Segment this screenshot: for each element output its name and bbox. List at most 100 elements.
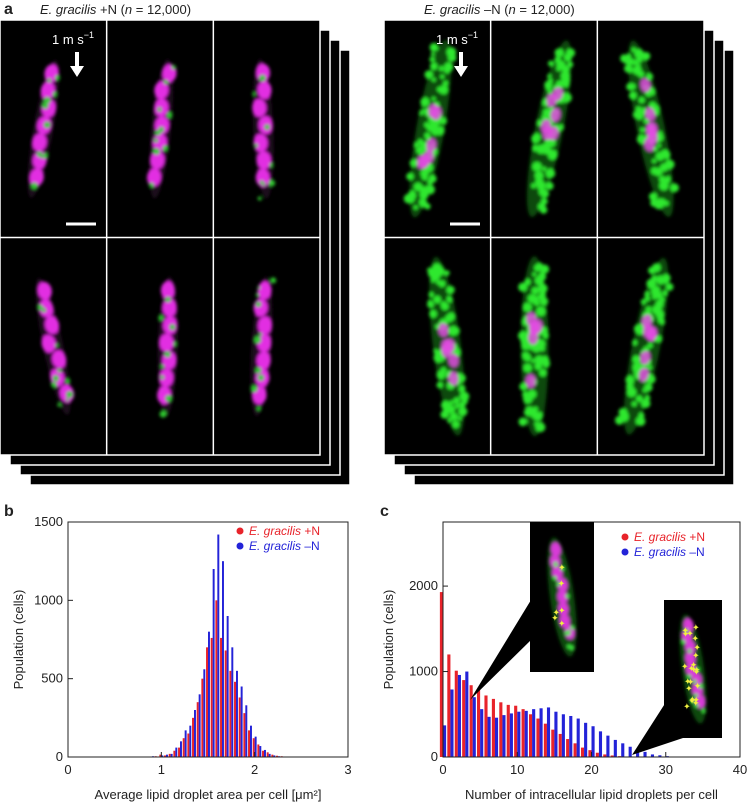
green-droplet xyxy=(626,382,634,391)
bar xyxy=(477,688,481,757)
title-part: = 12,000) xyxy=(132,2,191,17)
bar xyxy=(236,670,238,757)
green-droplet xyxy=(684,628,689,633)
green-droplet xyxy=(65,378,71,384)
green-droplet xyxy=(420,169,429,178)
bar xyxy=(509,713,513,757)
green-droplet xyxy=(413,182,423,192)
bar xyxy=(658,755,662,757)
green-droplet xyxy=(447,312,456,321)
green-droplet xyxy=(31,182,38,190)
green-droplet xyxy=(659,180,669,191)
bar xyxy=(595,752,599,757)
cell-image xyxy=(27,59,60,198)
bar xyxy=(250,725,252,757)
green-droplet xyxy=(664,176,671,184)
bar xyxy=(462,680,466,757)
green-droplet xyxy=(429,119,439,129)
bar xyxy=(222,561,224,757)
magenta-blob xyxy=(426,138,437,153)
green-droplet xyxy=(626,82,634,91)
green-droplet xyxy=(640,299,647,305)
magenta-blob xyxy=(52,350,67,369)
green-droplet xyxy=(421,100,428,107)
magenta-blob xyxy=(646,326,657,341)
green-droplet xyxy=(458,406,468,417)
green-droplet xyxy=(440,301,447,308)
image-panel-title: E. gracilis +N (n = 12,000) xyxy=(40,2,191,17)
green-droplet xyxy=(433,295,442,304)
green-droplet xyxy=(545,168,556,179)
green-droplet xyxy=(536,411,543,419)
magenta-blob xyxy=(159,333,174,352)
droplet-marker: ✦ xyxy=(684,676,692,686)
green-droplet xyxy=(436,371,442,377)
speed-sup: −1 xyxy=(468,30,478,40)
green-droplet xyxy=(446,418,452,423)
green-droplet xyxy=(546,147,552,153)
bar xyxy=(243,713,246,757)
bar xyxy=(173,750,176,757)
droplet-marker: ✦ xyxy=(558,618,566,628)
bar xyxy=(447,654,451,757)
bar xyxy=(245,705,248,757)
green-droplet xyxy=(566,631,571,636)
droplet-marker: ✦ xyxy=(686,629,694,639)
droplet-marker: ✦ xyxy=(688,664,696,674)
y-axis-label: Population (cells) xyxy=(11,590,26,690)
bar xyxy=(494,717,499,757)
green-droplet xyxy=(665,283,674,291)
droplet-marker: ✦ xyxy=(689,695,697,705)
magenta-blob xyxy=(546,93,557,108)
green-droplet xyxy=(629,379,634,385)
plot-frame xyxy=(67,521,349,758)
green-droplet xyxy=(566,644,571,649)
green-droplet xyxy=(662,290,669,296)
green-droplet xyxy=(268,179,276,187)
green-droplet xyxy=(446,295,452,301)
green-droplet xyxy=(54,343,58,347)
green-droplet xyxy=(42,102,49,109)
green-droplet xyxy=(660,319,666,325)
magenta-blob xyxy=(423,150,434,164)
x-tick-label: 20 xyxy=(584,762,598,777)
green-droplet xyxy=(646,278,657,289)
magenta-blob xyxy=(32,133,47,152)
green-droplet xyxy=(165,352,171,358)
x-tick-label: 10 xyxy=(510,762,524,777)
green-droplet xyxy=(638,96,645,104)
bar xyxy=(558,733,562,757)
green-droplet xyxy=(560,566,565,571)
green-droplet xyxy=(534,171,544,181)
green-droplet xyxy=(681,639,686,644)
green-droplet xyxy=(254,143,259,148)
green-droplet xyxy=(547,60,554,67)
green-droplet xyxy=(656,309,661,314)
green-droplet xyxy=(439,85,449,95)
magenta-blob xyxy=(257,81,272,100)
bar xyxy=(254,736,257,757)
green-droplet xyxy=(424,132,431,139)
green-droplet xyxy=(534,300,540,306)
magenta-blob xyxy=(528,330,539,345)
green-droplet xyxy=(531,183,537,189)
green-droplet xyxy=(171,65,176,70)
green-droplet xyxy=(446,47,457,58)
green-droplet xyxy=(442,80,449,86)
bar xyxy=(192,717,194,757)
panel-label: b xyxy=(4,503,14,520)
green-droplet xyxy=(651,263,661,273)
green-droplet xyxy=(530,358,535,363)
inset-cell xyxy=(679,614,707,724)
bar xyxy=(543,723,547,757)
magenta-blob xyxy=(558,601,569,616)
green-droplet xyxy=(522,393,533,404)
bar xyxy=(532,709,536,757)
bar xyxy=(276,755,278,757)
bar xyxy=(238,697,241,757)
magenta-blob xyxy=(540,119,552,134)
bar xyxy=(234,681,236,757)
green-droplet xyxy=(432,263,442,274)
green-droplet xyxy=(547,73,552,79)
